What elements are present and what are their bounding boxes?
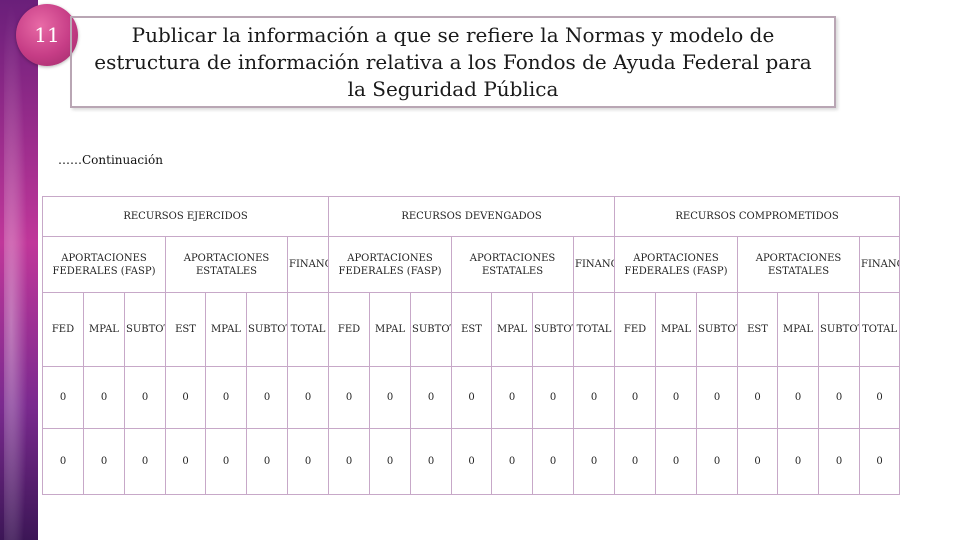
column-header: EST [451,292,493,367]
table-cell: 0 [614,428,657,495]
table-cell: 0 [573,428,616,495]
column-header: SUBTOTAL [696,292,739,367]
column-header: SUBTOTAL [818,292,861,367]
table-cell: 0 [532,428,575,495]
table-cell: 0 [165,428,206,495]
table-cell: 0 [696,428,739,495]
subgroup-financiamiento: FINANCIAMIENTO [573,236,616,293]
table-cell: 0 [286,428,330,495]
column-header-row: FED MPAL SUBTOTAL EST MPAL SUBTOTAL TOTA… [42,292,901,367]
subgroup-federales: APORTACIONES FEDERALES (FASP) [328,236,453,293]
table-cell: 0 [655,428,698,495]
group-header-comprometidos: RECURSOS COMPROMETIDOS [614,196,901,237]
group-header-ejercidos: RECURSOS EJERCIDOS [41,196,330,237]
continuation-label: ……Continuación [58,153,163,167]
group-header-devengados: RECURSOS DEVENGADOS [328,196,616,237]
table-cell: 0 [491,428,534,495]
column-header: EST [165,292,206,367]
table-cell: 0 [818,428,861,495]
table-cell: 0 [655,366,698,429]
subgroup-financiamiento: FINANCIAMIENTO [286,236,330,293]
slide-number-badge: 11 [16,4,78,66]
table-cell: 0 [410,428,453,495]
slide-title: Publicar la información a que se refiere… [94,22,812,101]
table-cell: 0 [451,366,493,429]
table-row: 0 0 0 0 0 0 0 0 0 0 0 0 0 0 0 0 0 0 0 0 … [42,428,901,495]
table-cell: 0 [410,366,453,429]
table-cell: 0 [42,428,84,495]
column-header: SUBTOTAL [410,292,453,367]
subgroup-federales: APORTACIONES FEDERALES (FASP) [42,236,166,293]
table-cell: 0 [491,366,534,429]
table-cell: 0 [369,428,412,495]
table-cell: 0 [777,428,820,495]
column-header: TOTAL [859,292,901,367]
column-header: MPAL [491,292,534,367]
table-cell: 0 [83,428,125,495]
table-cell: 0 [205,366,247,429]
group-header-row: RECURSOS EJERCIDOS RECURSOS DEVENGADOS R… [41,196,901,237]
column-header: MPAL [777,292,820,367]
resources-table-container: RECURSOS EJERCIDOS RECURSOS DEVENGADOS R… [41,196,901,495]
table-cell: 0 [205,428,247,495]
column-header: SUBTOTAL [124,292,166,367]
table-cell: 0 [369,366,412,429]
table-cell: 0 [818,366,861,429]
column-header: MPAL [83,292,125,367]
column-header: EST [737,292,779,367]
table-cell: 0 [737,366,779,429]
table-cell: 0 [42,366,84,429]
table-cell: 0 [246,366,288,429]
subgroup-estatales: APORTACIONES ESTATALES [737,236,861,293]
table-cell: 0 [451,428,493,495]
column-header: SUBTOTAL [532,292,575,367]
table-cell: 0 [328,428,371,495]
table-cell: 0 [165,366,206,429]
resources-table: RECURSOS EJERCIDOS RECURSOS DEVENGADOS R… [41,196,901,495]
table-cell: 0 [532,366,575,429]
subgroup-estatales: APORTACIONES ESTATALES [451,236,575,293]
column-header: TOTAL [573,292,616,367]
table-row: 0 0 0 0 0 0 0 0 0 0 0 0 0 0 0 0 0 0 0 0 … [42,366,901,429]
table-cell: 0 [124,366,166,429]
column-header: MPAL [655,292,698,367]
column-header: FED [42,292,84,367]
table-cell: 0 [246,428,288,495]
column-header: MPAL [369,292,412,367]
subgroup-federales: APORTACIONES FEDERALES (FASP) [614,236,739,293]
slide-title-box: Publicar la información a que se refiere… [70,16,836,108]
column-header: FED [328,292,371,367]
decorative-side-bar [0,0,38,540]
table-cell: 0 [328,366,371,429]
table-cell: 0 [859,428,901,495]
table-cell: 0 [859,366,901,429]
table-cell: 0 [696,366,739,429]
table-cell: 0 [573,366,616,429]
column-header: TOTAL [286,292,330,367]
column-header: MPAL [205,292,247,367]
subgroup-financiamiento: FINANCIAMIENTO [859,236,901,293]
table-cell: 0 [83,366,125,429]
column-header: SUBTOTAL [246,292,288,367]
table-cell: 0 [124,428,166,495]
table-cell: 0 [737,428,779,495]
table-cell: 0 [777,366,820,429]
subgroup-estatales: APORTACIONES ESTATALES [165,236,288,293]
table-cell: 0 [614,366,657,429]
subgroup-header-row: APORTACIONES FEDERALES (FASP) APORTACION… [42,236,901,293]
table-cell: 0 [286,366,330,429]
column-header: FED [614,292,657,367]
